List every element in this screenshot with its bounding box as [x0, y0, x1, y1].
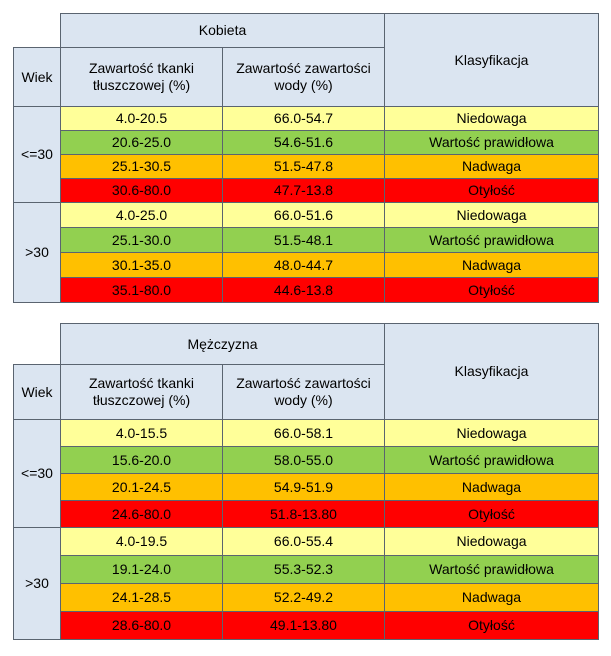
class-cell: Otyłość [384, 500, 599, 528]
table-row: 30.6-80.0 47.7-13.8 Otyłość [13, 178, 600, 203]
fat-cell: 4.0-19.5 [60, 527, 223, 556]
fat-cell: 28.6-80.0 [60, 611, 223, 640]
fat-cell: 4.0-25.0 [60, 202, 223, 228]
age-cell: <=30 [13, 419, 61, 528]
table-row: 25.1-30.0 51.5-48.1 Wartość prawidłowa [13, 227, 600, 253]
water-cell: 54.6-51.6 [221, 130, 386, 155]
water-header: Zawartość zawartości wody (%) [222, 364, 385, 420]
class-cell: Wartość prawidłowa [384, 555, 599, 584]
fat-cell: 35.1-80.0 [60, 277, 223, 303]
fat-header: Zawartość tkanki tłuszczowej (%) [60, 47, 223, 107]
water-cell: 58.0-55.0 [222, 446, 385, 474]
age-cell: >30 [13, 202, 61, 303]
women-table: Kobieta Klasyfikacja Wiek Zawartość tkan… [13, 13, 600, 303]
table-row: 15.6-20.0 58.0-55.0 Wartość prawidłowa [13, 446, 599, 474]
fat-cell: 24.6-80.0 [60, 500, 223, 528]
men-table: Mężczyzna Klasyfikacja Wiek Zawartość tk… [13, 323, 599, 640]
water-header: Zawartość zawartości wody (%) [221, 47, 386, 107]
fat-cell: 30.6-80.0 [60, 178, 223, 203]
class-cell: Nadwaga [384, 583, 599, 612]
corner-blank [14, 324, 61, 365]
table-row: 20.6-25.0 54.6-51.6 Wartość prawidłowa [13, 130, 600, 155]
water-cell: 66.0-51.6 [221, 202, 386, 228]
water-cell: 44.6-13.8 [221, 277, 386, 303]
class-cell: Otyłość [384, 611, 599, 640]
class-cell: Niedowaga [384, 202, 600, 228]
age-cell: >30 [13, 527, 61, 640]
class-cell: Otyłość [384, 178, 600, 203]
table-row: 20.1-24.5 54.9-51.9 Nadwaga [13, 473, 599, 501]
class-cell: Niedowaga [384, 527, 599, 556]
class-cell: Niedowaga [384, 419, 599, 447]
fat-cell: 30.1-35.0 [60, 252, 223, 278]
fat-cell: 4.0-20.5 [60, 106, 223, 131]
water-cell: 54.9-51.9 [222, 473, 385, 501]
table-row: 30.1-35.0 48.0-44.7 Nadwaga [13, 252, 600, 278]
water-cell: 47.7-13.8 [221, 178, 386, 203]
corner-blank [14, 14, 61, 48]
water-cell: 48.0-44.7 [221, 252, 386, 278]
water-cell: 51.8-13.80 [222, 500, 385, 528]
water-cell: 51.5-48.1 [221, 227, 386, 253]
class-cell: Wartość prawidłowa [384, 130, 600, 155]
age-header: Wiek [13, 47, 61, 107]
fat-header: Zawartość tkanki tłuszczowej (%) [60, 364, 223, 420]
fat-cell: 4.0-15.5 [60, 419, 223, 447]
class-cell: Wartość prawidłowa [384, 446, 599, 474]
table-row: 19.1-24.0 55.3-52.3 Wartość prawidłowa [13, 555, 599, 584]
table-row: 24.1-28.5 52.2-49.2 Nadwaga [13, 583, 599, 612]
group-header: Kobieta [59, 13, 386, 48]
water-cell: 55.3-52.3 [222, 555, 385, 584]
water-cell: 66.0-58.1 [222, 419, 385, 447]
table-row: <=30 4.0-15.5 66.0-58.1 Niedowaga [13, 419, 599, 528]
water-cell: 66.0-55.4 [222, 527, 385, 556]
fat-cell: 15.6-20.0 [60, 446, 223, 474]
classification-header: Klasyfikacja [384, 13, 600, 107]
table-row: 25.1-30.5 51.5-47.8 Nadwaga [13, 154, 600, 179]
fat-cell: 24.1-28.5 [60, 583, 223, 612]
class-cell: Nadwaga [384, 252, 600, 278]
age-header: Wiek [13, 364, 61, 420]
group-header: Mężczyzna [60, 323, 385, 365]
water-cell: 52.2-49.2 [222, 583, 385, 612]
age-cell: <=30 [13, 106, 61, 203]
table-row: 24.6-80.0 51.8-13.80 Otyłość [13, 500, 599, 528]
water-cell: 51.5-47.8 [221, 154, 386, 179]
class-cell: Nadwaga [384, 473, 599, 501]
table-row: 28.6-80.0 49.1-13.80 Otyłość [13, 611, 599, 640]
water-cell: 66.0-54.7 [221, 106, 386, 131]
table-row: >30 4.0-19.5 66.0-55.4 Niedowaga [13, 527, 599, 640]
classification-header: Klasyfikacja [384, 323, 599, 420]
table-row: >30 4.0-25.0 66.0-51.6 Niedowaga [13, 202, 600, 303]
fat-cell: 19.1-24.0 [60, 555, 223, 584]
fat-cell: 25.1-30.0 [60, 227, 223, 253]
fat-cell: 25.1-30.5 [60, 154, 223, 179]
fat-cell: 20.6-25.0 [60, 130, 223, 155]
class-cell: Wartość prawidłowa [384, 227, 600, 253]
table-row: <=30 4.0-20.5 66.0-54.7 Niedowaga [13, 106, 600, 203]
fat-cell: 20.1-24.5 [60, 473, 223, 501]
water-cell: 49.1-13.80 [222, 611, 385, 640]
class-cell: Nadwaga [384, 154, 600, 179]
class-cell: Niedowaga [384, 106, 600, 131]
table-row: 35.1-80.0 44.6-13.8 Otyłość [13, 277, 600, 303]
class-cell: Otyłość [384, 277, 600, 303]
